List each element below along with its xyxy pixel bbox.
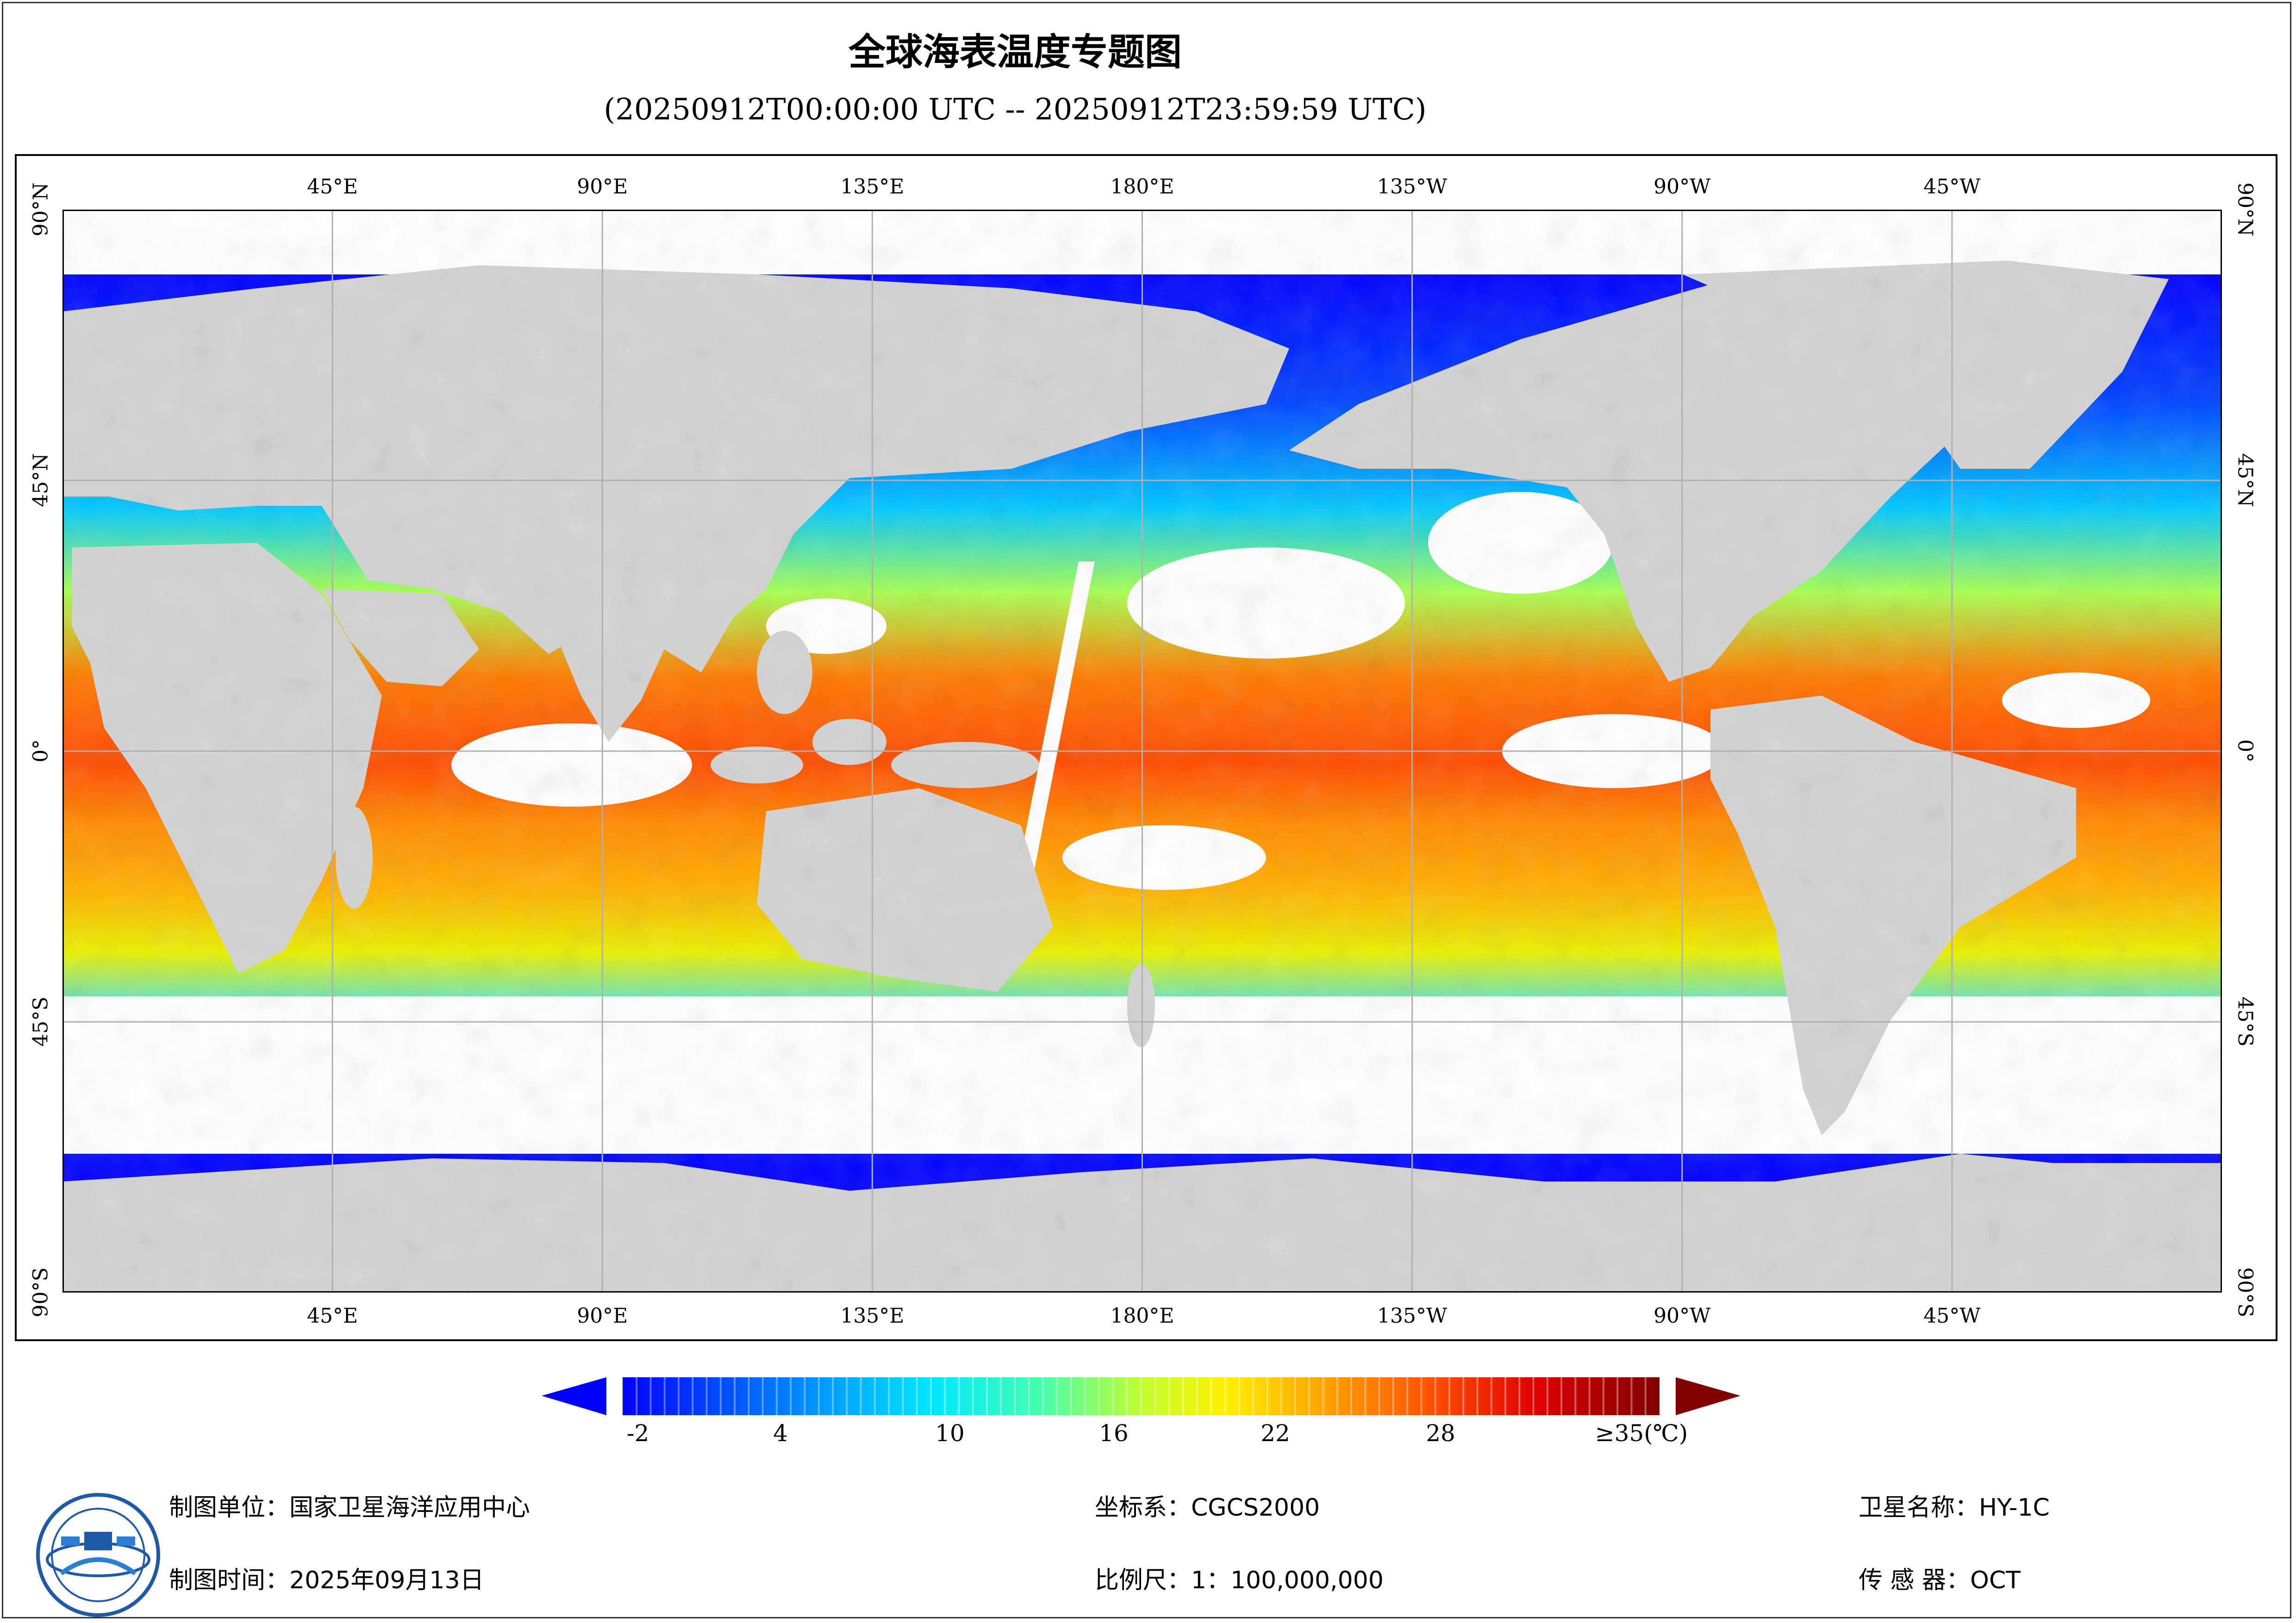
lat-tick-label: 45°S — [2233, 996, 2257, 1047]
graticule — [62, 210, 2222, 1293]
footer-sensor: 传 感 器：OCT — [1859, 1567, 2021, 1594]
map-title: 全球海表温度专题图 — [849, 31, 1182, 74]
map-data-border — [62, 210, 2222, 1293]
lat-tick-label: 90°N — [29, 182, 53, 236]
lat-tick-label: 90°S — [2233, 1267, 2257, 1318]
lon-tick-label: 135°E — [840, 175, 905, 199]
lon-tick-label: 135°E — [840, 1304, 905, 1328]
colorbar-over-arrow — [1676, 1377, 1741, 1415]
lon-tick-label: 90°W — [1653, 1304, 1711, 1328]
footer-date: 制图时间：2025年09月13日 — [169, 1567, 484, 1594]
lat-tick-label: 0° — [29, 739, 53, 763]
colorbar-gradient — [623, 1377, 1660, 1415]
colorbar-tick-label: -2 — [626, 1420, 649, 1447]
lat-tick-label: 90°S — [29, 1267, 53, 1318]
lon-tick-label: 45°E — [307, 1304, 358, 1328]
colorbar-tick-label: 16 — [1099, 1420, 1129, 1447]
colorbar-under-arrow — [542, 1377, 606, 1415]
colorbar-tick-label: 28 — [1426, 1420, 1455, 1447]
lat-tick-label: 45°N — [29, 453, 53, 507]
lon-tick-label: 45°W — [1923, 1304, 1981, 1328]
footer-crs: 坐标系：CGCS2000 — [1095, 1494, 1320, 1522]
lon-tick-label: 45°W — [1923, 175, 1981, 199]
lat-tick-label: 45°N — [2233, 453, 2257, 507]
map-subtitle: (20250912T00:00:00 UTC -- 20250912T23:59… — [604, 93, 1427, 127]
lat-tick-label: 45°S — [29, 996, 53, 1047]
lon-tick-label: 90°E — [577, 175, 628, 199]
footer-satellite: 卫星名称：HY-1C — [1859, 1494, 2050, 1522]
lon-tick-label: 90°W — [1653, 175, 1711, 199]
nsoas-logo — [36, 1493, 160, 1617]
footer-org: 制图单位：国家卫星海洋应用中心 — [169, 1494, 530, 1522]
colorbar-tick-label: 10 — [935, 1420, 965, 1447]
colorbar-segments — [636, 1377, 1647, 1415]
lon-tick-label: 180°E — [1110, 175, 1174, 199]
lon-tick-label: 180°E — [1110, 1304, 1174, 1328]
lon-tick-label: 135°W — [1377, 1304, 1447, 1328]
colorbar-tick-label: 22 — [1260, 1420, 1290, 1447]
lat-tick-label: 0° — [2233, 739, 2257, 763]
footer-scale: 比例尺：1：100,000,000 — [1095, 1567, 1384, 1594]
lon-tick-label: 135°W — [1377, 175, 1447, 199]
colorbar — [542, 1377, 1741, 1415]
map-frame — [15, 154, 2277, 1341]
lon-tick-label: 90°E — [577, 1304, 628, 1328]
sst-map[interactable] — [62, 210, 2222, 1293]
colorbar-tick-label: ≥35(℃) — [1595, 1420, 1688, 1447]
colorbar-tick-label: 4 — [773, 1420, 788, 1447]
lon-tick-label: 45°E — [307, 175, 358, 199]
lat-tick-label: 90°N — [2233, 182, 2257, 236]
